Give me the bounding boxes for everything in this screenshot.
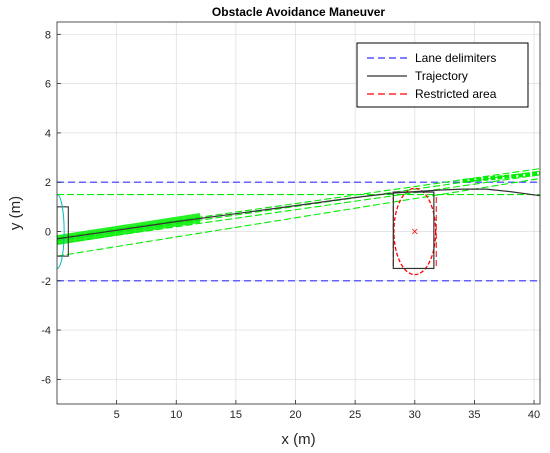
x-tick-label: 15	[230, 409, 242, 421]
axes-box	[56, 21, 541, 405]
y-tick-label: 2	[45, 177, 51, 189]
x-tick-label: 40	[528, 409, 540, 421]
prediction-band-end	[462, 171, 540, 183]
y-tick-label: -4	[41, 325, 51, 337]
x-tick-label: 30	[409, 409, 421, 421]
ego-vehicle-arc	[57, 194, 65, 269]
legend-box	[356, 42, 529, 108]
restricted-area-center	[411, 228, 418, 235]
legend: Lane delimiters Trajectory Restricted ar…	[356, 42, 529, 108]
prediction-line	[57, 168, 540, 239]
x-tick-label: 25	[349, 409, 361, 421]
trajectory-line	[57, 188, 540, 240]
prediction-line	[57, 170, 540, 242]
y-tick-label: 8	[45, 29, 51, 41]
y-tick-label: 6	[45, 79, 51, 91]
x-tick-label: 20	[289, 409, 301, 421]
plot-area	[57, 168, 540, 282]
y-tick-label: -2	[41, 276, 51, 288]
y-tick-label: 0	[45, 226, 51, 238]
chart-title: Obstacle Avoidance Maneuver	[212, 5, 386, 19]
legend-entry-trajectory: Trajectory	[415, 69, 468, 83]
prediction-line	[57, 177, 540, 257]
x-tick-label: 10	[170, 409, 182, 421]
legend-entry-lane-delimiters: Lane delimiters	[415, 51, 496, 65]
x-tick-label: 35	[468, 409, 480, 421]
x-tick-label: 5	[114, 409, 120, 421]
prediction-line	[57, 174, 540, 245]
y-axis-label: y (m)	[7, 196, 24, 230]
y-tick-label: -6	[41, 374, 51, 386]
y-tick-label: 4	[45, 128, 51, 140]
legend-entry-restricted-area: Restricted area	[415, 87, 497, 101]
ticks: 5 10 15 20 25 30 35 40 -6 -4 -2 0 2 4 6 8	[41, 29, 540, 421]
x-axis-label: x (m)	[281, 431, 315, 448]
